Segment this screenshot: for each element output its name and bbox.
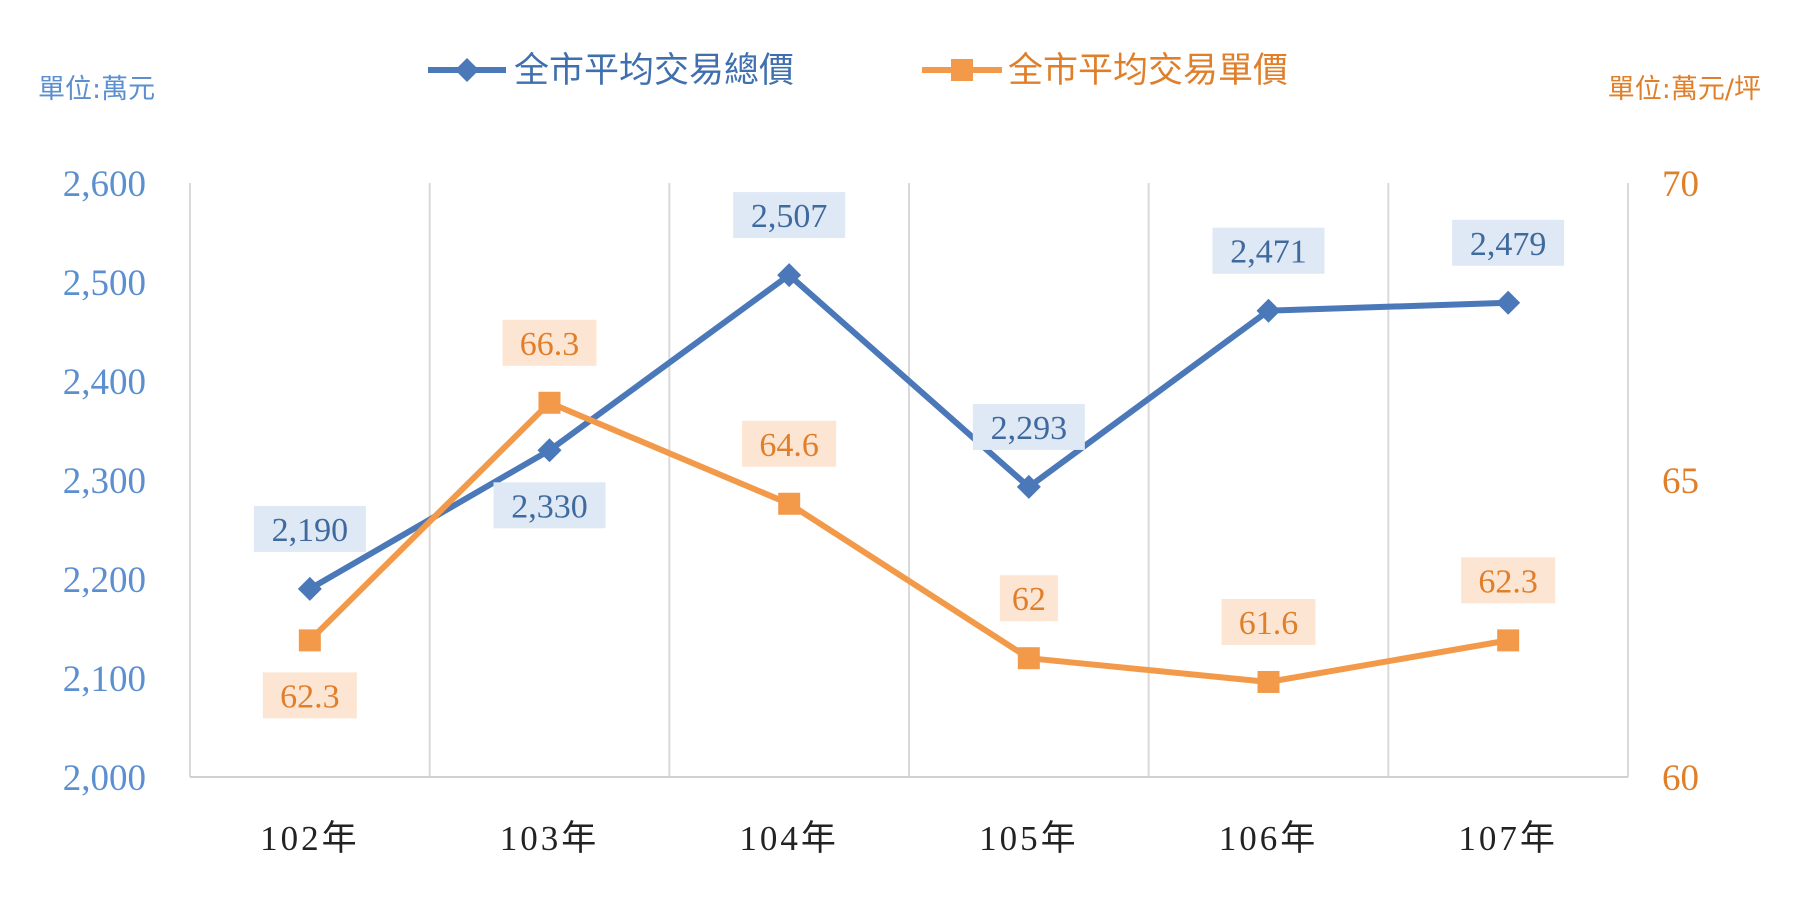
data-point-diamond: [1496, 290, 1521, 315]
left-axis-tick-label: 2,400: [63, 362, 146, 403]
left-axis-tick-label: 2,000: [63, 758, 146, 799]
data-point-square: [1257, 670, 1280, 693]
series-line-0: [308, 272, 1509, 592]
data-point-diamond: [777, 263, 802, 288]
data-label: 66.3: [520, 326, 580, 363]
data-point-square: [1017, 647, 1040, 670]
data-label: 62.3: [1478, 563, 1538, 600]
data-label-box: [502, 319, 597, 366]
data-label-box: [999, 575, 1058, 622]
data-label-layer: 2,190 2,330 2,507 2,293 2,471 2,479 62.3 66.3 64…: [253, 192, 1565, 719]
data-label: 2,507: [751, 198, 828, 235]
data-label: 61.6: [1239, 605, 1299, 642]
x-axis-tick-label: 106年: [1219, 819, 1319, 858]
data-point-square: [778, 492, 801, 515]
left-axis-tick-label: 2,100: [63, 659, 146, 700]
left-axis-tick-label: 2,200: [63, 560, 146, 601]
legend-item-total-price: 全市平均交易總價: [428, 51, 794, 91]
data-label-box: [972, 403, 1085, 450]
left-axis-tick-label: 2,600: [63, 164, 146, 205]
data-label-box: [1461, 557, 1556, 604]
data-label: 62.3: [280, 678, 340, 715]
data-point-diamond: [1016, 474, 1041, 499]
data-point-square: [298, 629, 321, 652]
series-layer: [297, 263, 1521, 693]
x-axis-tick-label: 107年: [1458, 819, 1558, 858]
series-line-1: [307, 399, 1509, 685]
data-label: 2,293: [991, 410, 1068, 447]
data-label: 62: [1012, 581, 1046, 618]
legend: 全市平均交易總價 全市平均交易單價: [428, 51, 1288, 91]
right-axis-unit-label: 單位:萬元/坪: [1608, 74, 1761, 105]
right-axis-tick-label: 70: [1662, 164, 1699, 205]
legend-item-unit-price: 全市平均交易單價: [922, 51, 1288, 91]
right-axis-tick-label: 60: [1662, 758, 1699, 799]
x-axis-tick-label: 105年: [979, 819, 1079, 858]
axis-layer: 2,000 2,100 2,200 2,300 2,400 2,500 2,600 60 65 7…: [63, 164, 1699, 858]
legend-marker-diamond-icon: [455, 58, 479, 82]
x-axis-tick-label: 103年: [500, 819, 600, 858]
data-label: 2,479: [1470, 226, 1547, 263]
data-label-box: [742, 420, 837, 467]
data-label: 2,471: [1230, 234, 1307, 271]
x-axis-tick-label: 102年: [260, 819, 360, 858]
data-label: 64.6: [759, 427, 819, 464]
data-point-diamond: [297, 576, 322, 601]
legend-marker-square-icon: [951, 59, 973, 81]
left-axis-tick-label: 2,500: [63, 263, 146, 304]
data-label-box: [253, 505, 366, 552]
legend-label-unit-price: 全市平均交易單價: [1008, 51, 1288, 91]
data-label-box: [1452, 219, 1565, 266]
data-label-box: [262, 672, 357, 719]
left-axis-unit-label: 單位:萬元: [38, 74, 155, 105]
data-point-diamond: [537, 438, 562, 463]
data-label-box: [733, 192, 846, 239]
data-label: 2,330: [511, 488, 588, 525]
data-point-diamond: [1256, 298, 1281, 323]
grid-layer: [189, 183, 1629, 777]
right-axis-tick-label: 65: [1662, 461, 1699, 502]
x-axis-tick-label: 104年: [739, 819, 839, 858]
data-point-square: [1497, 629, 1520, 652]
data-label: 2,190: [272, 512, 349, 549]
legend-label-total-price: 全市平均交易總價: [514, 51, 794, 91]
data-label-box: [1212, 227, 1325, 274]
data-label-box: [1221, 598, 1316, 645]
data-point-square: [538, 391, 561, 414]
left-axis-tick-label: 2,300: [63, 461, 146, 502]
data-label-box: [493, 482, 606, 529]
